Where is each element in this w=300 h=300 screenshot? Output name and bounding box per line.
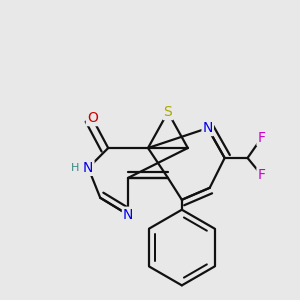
Text: N: N	[83, 161, 94, 175]
Text: S: S	[164, 105, 172, 119]
Text: F: F	[257, 168, 266, 182]
Text: H: H	[71, 163, 79, 173]
Text: N: N	[202, 121, 213, 135]
Text: O: O	[87, 111, 98, 125]
Text: F: F	[257, 131, 266, 145]
Text: N: N	[123, 208, 133, 222]
